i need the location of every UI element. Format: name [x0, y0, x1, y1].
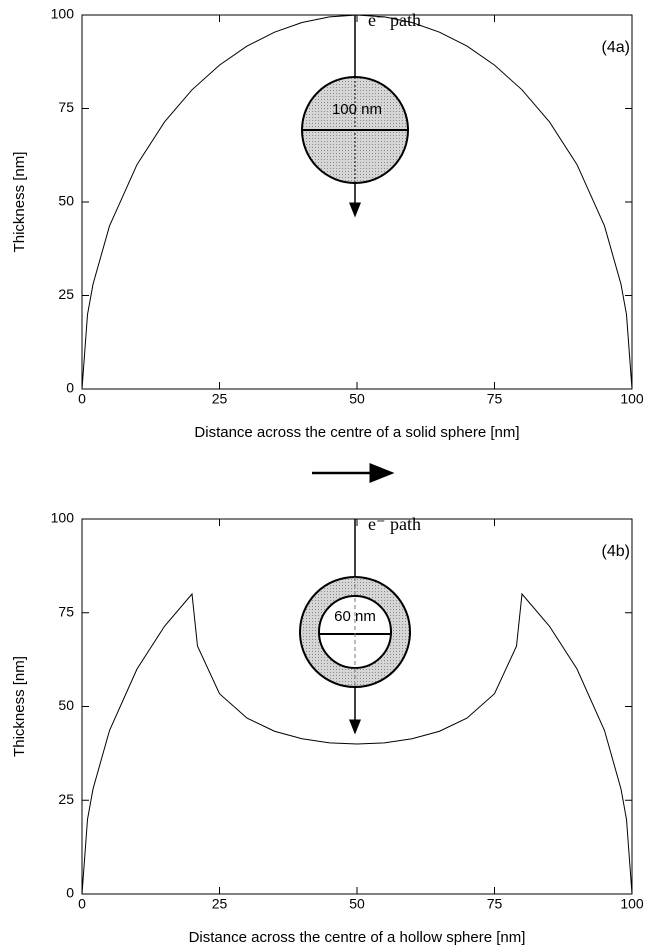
y-tick-label: 25	[58, 791, 74, 807]
annotation: e⁻ path	[368, 514, 421, 534]
x-tick-label: 50	[349, 391, 365, 407]
plot-frame	[81, 518, 633, 895]
y-tick-label: 50	[58, 193, 74, 209]
data-line	[81, 14, 633, 390]
y-tick-label: 75	[58, 99, 74, 115]
x-tick-label: 25	[212, 391, 228, 407]
y-axis-label: Thickness [nm]	[11, 656, 28, 757]
x-tick-label: 75	[487, 896, 503, 912]
x-axis-label: Distance across the centre of a solid sp…	[194, 424, 519, 441]
y-tick-label: 25	[58, 286, 74, 302]
annotation: (4b)	[602, 543, 630, 560]
y-tick-label: 50	[58, 697, 74, 713]
annotation: (4a)	[602, 39, 630, 56]
x-axis-label: Distance across the centre of a hollow s…	[189, 929, 526, 946]
y-tick-label: 100	[51, 6, 75, 22]
y-axis-label: Thickness [nm]	[11, 152, 28, 253]
annotation: 60 nm	[334, 608, 376, 625]
solid-sphere-diagram: 100 nm e⁻ path (4a)	[301, 10, 630, 218]
x-tick-label: 0	[78, 896, 86, 912]
y-tick-label: 100	[51, 510, 75, 526]
annotation: 100 nm	[332, 101, 382, 118]
x-tick-label: 0	[78, 391, 86, 407]
x-tick-label: 25	[212, 896, 228, 912]
x-tick-label: 100	[620, 391, 644, 407]
hollow-sphere-diagram: 60 nm e⁻ path (4b)	[299, 514, 630, 735]
y-tick-label: 0	[66, 380, 74, 396]
plot-frame	[81, 14, 633, 390]
y-tick-label: 75	[58, 603, 74, 619]
data-line	[81, 592, 633, 895]
x-tick-label: 75	[487, 391, 503, 407]
x-tick-label: 100	[620, 896, 644, 912]
annotation: e⁻ path	[368, 10, 421, 30]
y-tick-label: 0	[66, 885, 74, 901]
x-tick-label: 50	[349, 896, 365, 912]
